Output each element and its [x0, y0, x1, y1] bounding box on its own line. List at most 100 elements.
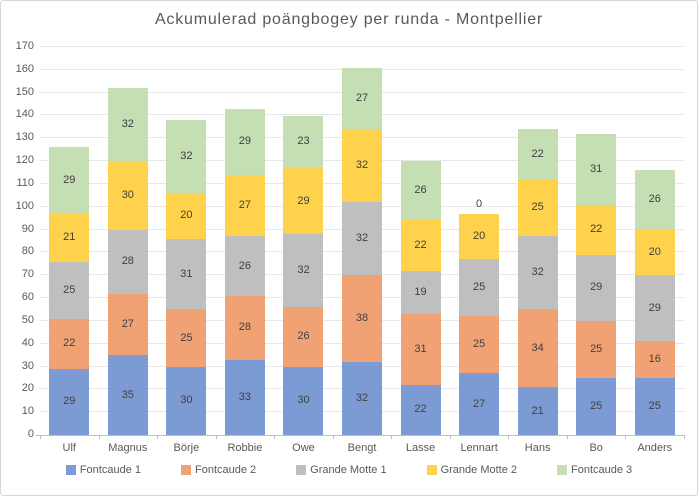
y-tick-label: 160 [15, 62, 34, 75]
x-category-label: Bo [589, 442, 603, 454]
y-tick-label: 130 [15, 131, 34, 144]
legend-swatch-icon [180, 465, 191, 475]
x-category-label: Lennart [460, 442, 498, 454]
x-axis-tick [566, 435, 568, 439]
bar-segment: 30 [283, 366, 324, 435]
x-axis-tick [274, 435, 276, 439]
bar-segment-label: 22 [531, 147, 544, 160]
bar-segment: 22 [517, 129, 558, 180]
bar-segment-label: 29 [648, 301, 661, 314]
bar-segment-label: 30 [180, 394, 193, 407]
bar-segment-label: 25 [590, 399, 603, 412]
bar-segment: 28 [224, 295, 265, 360]
bar-segment: 27 [459, 373, 500, 435]
legend-swatch-icon [296, 465, 307, 475]
x-category-label: Lasse [405, 442, 436, 454]
bar-segment-label: 30 [121, 188, 134, 201]
bar-slot-lasse: 22 31 19 22 26 [391, 47, 450, 435]
bar-segment-label: 28 [238, 321, 252, 334]
legend-label: Fontcaude 1 [79, 464, 141, 476]
y-tick-label: 10 [21, 405, 34, 418]
x-axis-tick [40, 435, 41, 439]
bar-slot-anders: 25 16 29 20 26 [625, 47, 684, 435]
bar-segment: 25 [517, 179, 558, 237]
legend-label: Fontcaude 2 [194, 464, 257, 476]
zero-value-label: 0 [476, 197, 483, 210]
bar-segment: 26 [400, 161, 441, 221]
bar-segment: 27 [107, 293, 148, 356]
x-axis-tick [508, 435, 510, 439]
x-axis-tick [625, 435, 627, 439]
y-tick-label: 60 [21, 291, 34, 304]
bar-segment: 21 [517, 387, 558, 435]
bar-segment: 32 [107, 88, 148, 162]
bar-segment-label: 25 [648, 399, 661, 412]
bar-stack: 22 31 19 22 26 [400, 161, 441, 435]
bar-segment-label: 32 [355, 159, 369, 172]
bar-segment: 25 [459, 259, 500, 317]
bar-segment: 22 [576, 204, 617, 255]
bar-segment: 25 [576, 320, 617, 378]
bar-segment: 31 [576, 133, 617, 205]
bar-stack: 25 25 29 22 31 [576, 133, 617, 435]
x-category-label: Ulf [62, 442, 76, 454]
bar-segment-label: 27 [121, 317, 134, 330]
bar-segment: 27 [224, 174, 265, 237]
bar-segment: 32 [342, 361, 382, 435]
bar-segment-label: 25 [472, 281, 486, 294]
bar-segment: 27 [342, 67, 382, 130]
bar-segment-label: 25 [590, 342, 603, 355]
y-axis: 0 10 20 30 40 50 60 70 80 90 100 110 120 130 140 150 160… [1, 41, 34, 440]
bar-segment: 33 [224, 359, 265, 435]
bar-segment-label: 32 [355, 232, 369, 245]
x-axis-labels: Ulf Magnus Börje Robbie Owe Bengt Lasse Lennart… [40, 442, 684, 454]
bar-stack: 32 38 32 32 27 [342, 67, 382, 435]
bar-segment-label: 38 [355, 312, 369, 325]
bar-segment: 25 [166, 309, 207, 367]
bar-segment: 28 [107, 229, 148, 294]
bar-segment: 20 [634, 229, 675, 276]
bar-segment-label: 29 [590, 281, 603, 294]
x-category-label: Owe [292, 442, 315, 454]
x-category-label: Anders [637, 442, 673, 454]
y-tick-label: 70 [21, 268, 34, 281]
bar-segment-label: 25 [531, 201, 544, 214]
x-category-label: Robbie [227, 442, 263, 454]
bar-stack: 33 28 26 27 29 [224, 108, 265, 435]
y-tick-label: 140 [15, 108, 34, 121]
bar-segment-label: 31 [414, 342, 427, 355]
bar-segment: 32 [283, 234, 324, 308]
x-axis-tick [449, 435, 451, 439]
bar-segment-label: 26 [238, 259, 252, 272]
x-category-label: Hans [524, 442, 551, 454]
legend-swatch-icon [65, 465, 76, 475]
bar-slot-ulf: 29 22 25 21 29 [40, 47, 99, 435]
bar-stack: 21 34 32 25 22 [517, 129, 558, 435]
bar-segment-label: 29 [63, 174, 76, 187]
x-category-label: Bengt [347, 442, 377, 454]
y-tick-label: 100 [15, 199, 34, 212]
bar-segment: 22 [49, 318, 90, 369]
legend-label: Grande Motte 1 [310, 464, 387, 476]
bar-segment-label: 25 [472, 338, 486, 351]
bar-segment-label: 20 [648, 245, 661, 258]
legend: Fontcaude 1 Fontcaude 2 Grande Motte 1 Gran… [1, 464, 697, 476]
bar-segment-label: 21 [63, 231, 76, 244]
x-axis-line [36, 435, 684, 436]
bar-segment-label: 29 [297, 194, 310, 207]
bar-segment-label: 29 [238, 135, 252, 148]
y-tick-label: 80 [21, 245, 34, 258]
x-axis-tick [391, 435, 393, 439]
bar-segment: 29 [49, 147, 90, 214]
bar-segment-label: 33 [238, 390, 252, 403]
bar-segment: 20 [166, 193, 207, 239]
bar-segment: 29 [634, 275, 675, 342]
bar-segment: 32 [342, 202, 382, 276]
bar-segment: 32 [342, 129, 382, 203]
bar-slot-lennart: 0 27 25 25 20 [450, 47, 509, 435]
bar-segment-label: 27 [238, 199, 252, 212]
y-tick-label: 50 [21, 313, 34, 326]
bar-segment: 29 [283, 167, 324, 235]
bar-segment: 30 [107, 161, 148, 230]
